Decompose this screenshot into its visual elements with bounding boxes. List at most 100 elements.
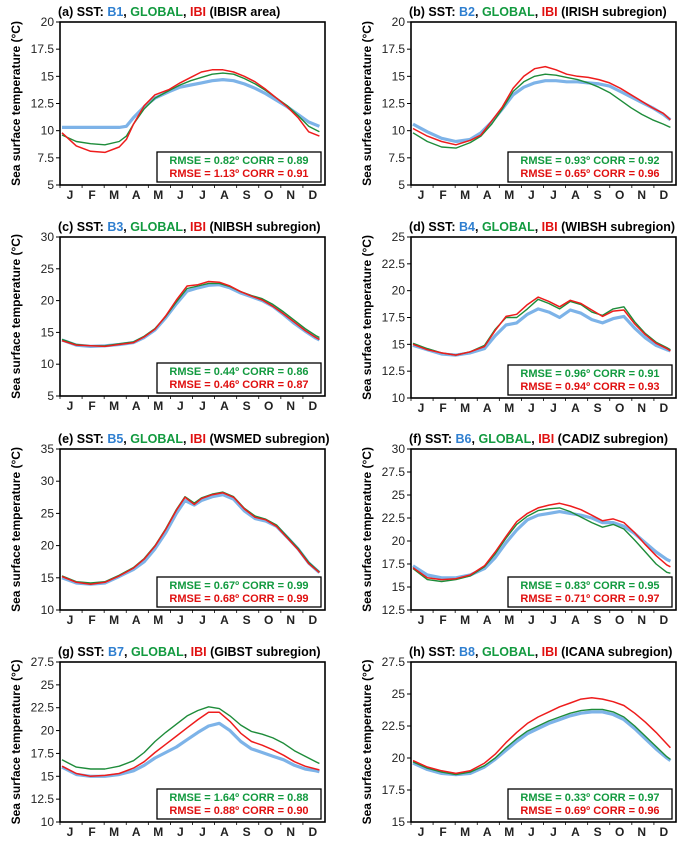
stats-box xyxy=(507,151,673,183)
y-tick-label: 25 xyxy=(392,488,406,502)
title-ibi: IBI xyxy=(542,5,558,19)
month-tick-label: A xyxy=(132,188,141,202)
title-prefix: (a) SST: xyxy=(58,5,107,19)
title-buoy: B2 xyxy=(459,5,475,19)
title-buoy: B3 xyxy=(107,220,123,234)
month-tick-label: D xyxy=(309,188,318,202)
stats-global: RMSE = 0.33º CORR = 0.97 xyxy=(520,792,659,804)
series-line-ibi xyxy=(412,697,671,775)
title-sep: , xyxy=(123,5,130,19)
month-tick-label: S xyxy=(243,613,251,627)
month-tick-label: J xyxy=(528,188,535,202)
y-tick-label: 17.5 xyxy=(31,42,55,56)
month-tick-label: M xyxy=(153,613,163,627)
month-tick-label: M xyxy=(109,188,119,202)
month-tick-label: J xyxy=(177,399,184,413)
month-tick-label: A xyxy=(220,399,229,413)
y-tick-label: 25 xyxy=(392,230,406,244)
panel-e: (e) SST: B5, GLOBAL, IBI (WSMED subregio… xyxy=(9,432,330,627)
month-tick-label: M xyxy=(153,825,163,839)
series-line-global xyxy=(412,708,671,776)
month-tick-label: S xyxy=(594,188,602,202)
stats-box xyxy=(156,788,322,820)
month-tick-label: N xyxy=(286,188,295,202)
y-tick-label: 20 xyxy=(392,284,406,298)
title-global: GLOBAL xyxy=(482,220,535,234)
month-tick-label: S xyxy=(594,401,602,415)
title-ibi: IBI xyxy=(190,432,206,446)
y-tick-label: 12.5 xyxy=(382,97,406,111)
title-prefix: (g) SST: xyxy=(58,645,108,659)
y-tick-label: 20 xyxy=(392,534,406,548)
month-tick-label: J xyxy=(418,401,425,415)
y-axis-label: Sea surface temperature (°C) xyxy=(360,21,374,186)
panel-d: (d) SST: B4, GLOBAL, IBI (WIBSH subregio… xyxy=(360,220,677,415)
series-line-global xyxy=(412,73,671,149)
stats-box xyxy=(156,576,322,608)
plot-frame xyxy=(410,661,677,823)
month-tick-label: A xyxy=(571,613,580,627)
month-tick-label: D xyxy=(660,188,669,202)
month-tick-label: D xyxy=(309,399,318,413)
stats-box xyxy=(507,788,673,820)
month-tick-label: D xyxy=(660,825,669,839)
y-tick-label: 10 xyxy=(41,124,55,138)
title-sep: , xyxy=(183,220,190,234)
month-tick-label: M xyxy=(109,613,119,627)
y-tick-label: 5 xyxy=(398,178,405,192)
y-tick-label: 25 xyxy=(41,506,55,520)
month-tick-label: J xyxy=(67,613,74,627)
y-tick-label: 10 xyxy=(41,603,55,617)
month-tick-label: M xyxy=(460,825,470,839)
y-tick-label: 7.5 xyxy=(388,151,405,165)
title-global: GLOBAL xyxy=(130,220,183,234)
month-tick-label: F xyxy=(439,188,446,202)
y-tick-label: 15 xyxy=(41,69,55,83)
title-region: (WSMED subregion) xyxy=(206,432,330,446)
series-line-ibi xyxy=(61,280,320,348)
stats-box xyxy=(156,151,322,183)
y-tick-label: 10 xyxy=(392,124,406,138)
month-tick-label: D xyxy=(660,401,669,415)
stats-global: RMSE = 0.93º CORR = 0.92 xyxy=(520,155,659,167)
month-tick-label: J xyxy=(177,825,184,839)
title-buoy: B8 xyxy=(459,645,475,659)
y-axis-label: Sea surface temperature (°C) xyxy=(9,234,23,399)
y-tick-label: 27.5 xyxy=(382,655,406,669)
y-tick-label: 20 xyxy=(41,539,55,553)
month-tick-label: A xyxy=(571,188,580,202)
y-tick-label: 15 xyxy=(392,815,406,829)
month-tick-label: O xyxy=(264,188,273,202)
title-buoy: B6 xyxy=(456,432,472,446)
y-tick-label: 25 xyxy=(41,678,55,692)
series-line-global xyxy=(61,491,320,584)
y-tick-label: 22.5 xyxy=(31,701,55,715)
series-line-ibi xyxy=(61,69,320,154)
y-tick-label: 22.5 xyxy=(382,257,406,271)
series-line-b xyxy=(412,710,672,777)
y-axis-label: Sea surface temperature (°C) xyxy=(360,235,374,400)
month-tick-label: N xyxy=(286,613,295,627)
series-line-b xyxy=(412,79,672,144)
month-tick-label: J xyxy=(199,613,206,627)
month-tick-label: J xyxy=(550,613,557,627)
title-ibi: IBI xyxy=(190,220,206,234)
title-sep: , xyxy=(184,645,191,659)
y-tick-label: 25 xyxy=(41,262,55,276)
title-prefix: (f) SST: xyxy=(409,432,456,446)
month-tick-label: J xyxy=(418,825,425,839)
month-tick-label: A xyxy=(132,613,141,627)
title-region: (NIBSH subregion) xyxy=(206,220,321,234)
y-tick-label: 20 xyxy=(41,15,55,29)
stats-ibi: RMSE = 0.65º CORR = 0.96 xyxy=(520,168,659,180)
month-tick-label: S xyxy=(243,825,251,839)
stats-box xyxy=(507,364,673,396)
month-tick-label: S xyxy=(594,613,602,627)
plot-frame xyxy=(410,448,677,611)
month-tick-label: A xyxy=(132,399,141,413)
title-global: GLOBAL xyxy=(131,645,184,659)
month-tick-label: F xyxy=(439,613,446,627)
panel-title: (b) SST: B2, GLOBAL, IBI (IRISH subregio… xyxy=(409,5,667,19)
month-tick-label: A xyxy=(220,613,229,627)
month-tick-label: M xyxy=(504,401,514,415)
